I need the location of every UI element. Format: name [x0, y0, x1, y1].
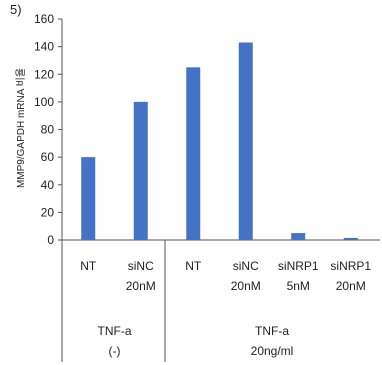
y-axis-title: MMP9/GAPDH mRNA 비율	[15, 68, 27, 188]
group-label: TNF-a	[98, 324, 132, 338]
bars	[81, 42, 358, 241]
group-label: TNF-a	[255, 324, 289, 338]
y-tick-label: 40	[41, 178, 55, 192]
bar	[291, 233, 306, 240]
axes	[61, 19, 380, 362]
category-label: siNC	[233, 259, 259, 273]
corner-label: 5)	[10, 2, 22, 17]
category-label: siNRP1	[278, 259, 319, 273]
bar	[343, 237, 358, 240]
category-label: NT	[185, 259, 202, 273]
y-tick-label: 160	[34, 12, 54, 26]
y-tick-label: 100	[34, 95, 54, 109]
y-tick-label: 20	[41, 205, 55, 219]
bar	[133, 101, 148, 240]
category-label: siNC	[128, 259, 154, 273]
y-tick-label: 0	[47, 233, 54, 247]
category-label-line2: 5nM	[287, 279, 310, 293]
bar	[238, 42, 253, 241]
y-tick-label: 60	[41, 150, 55, 164]
y-tick-label: 120	[34, 67, 54, 81]
group-labels: TNF-a (-) TNF-a 20ng/ml	[98, 324, 294, 358]
category-label: siNRP1	[330, 259, 371, 273]
group-label-line2: (-)	[109, 344, 121, 358]
bar	[186, 67, 201, 240]
category-label-line2: 20nM	[231, 279, 261, 293]
y-tick-label: 140	[34, 40, 54, 54]
category-label-line2: 20nM	[126, 279, 156, 293]
category-label: NT	[80, 259, 97, 273]
y-tick-label: 80	[41, 123, 55, 137]
category-labels: NT siNC 20nM NT siNC 20nM siNRP1 5nM siNRP1 20nM	[80, 259, 371, 293]
y-ticks: 0 20 40 60 80 100 120 140 160	[34, 12, 62, 247]
group-label-line2: 20ng/ml	[251, 344, 294, 358]
category-label-line2: 20nM	[336, 279, 366, 293]
bar	[81, 157, 96, 240]
